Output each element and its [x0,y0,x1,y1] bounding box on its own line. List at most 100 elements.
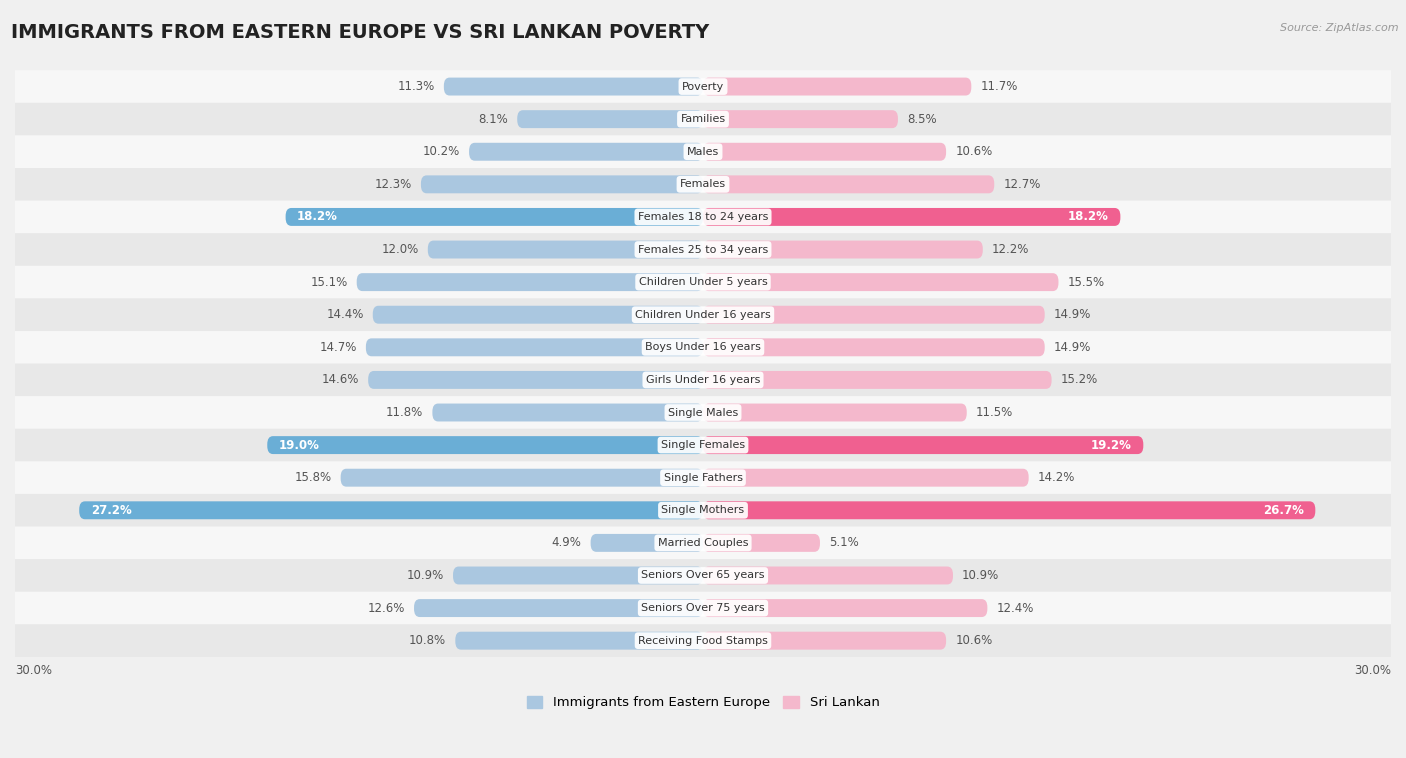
FancyBboxPatch shape [453,566,703,584]
FancyBboxPatch shape [368,371,703,389]
Text: 15.2%: 15.2% [1060,374,1098,387]
FancyBboxPatch shape [703,240,983,258]
FancyBboxPatch shape [703,175,994,193]
Text: Source: ZipAtlas.com: Source: ZipAtlas.com [1281,23,1399,33]
Text: IMMIGRANTS FROM EASTERN EUROPE VS SRI LANKAN POVERTY: IMMIGRANTS FROM EASTERN EUROPE VS SRI LA… [11,23,710,42]
FancyBboxPatch shape [15,233,1391,266]
FancyBboxPatch shape [79,501,703,519]
FancyBboxPatch shape [15,559,1391,592]
Text: 15.1%: 15.1% [311,276,347,289]
Text: 30.0%: 30.0% [15,664,52,677]
Text: 12.6%: 12.6% [367,602,405,615]
FancyBboxPatch shape [15,592,1391,625]
Text: 15.5%: 15.5% [1067,276,1105,289]
Text: 11.3%: 11.3% [398,80,434,93]
Text: Seniors Over 65 years: Seniors Over 65 years [641,571,765,581]
Text: 26.7%: 26.7% [1263,504,1303,517]
Text: Children Under 5 years: Children Under 5 years [638,277,768,287]
FancyBboxPatch shape [420,175,703,193]
Text: Females 18 to 24 years: Females 18 to 24 years [638,212,768,222]
FancyBboxPatch shape [15,396,1391,429]
FancyBboxPatch shape [15,266,1391,299]
Text: Receiving Food Stamps: Receiving Food Stamps [638,636,768,646]
FancyBboxPatch shape [703,338,1045,356]
FancyBboxPatch shape [703,468,1029,487]
FancyBboxPatch shape [703,143,946,161]
Text: 19.2%: 19.2% [1091,439,1132,452]
Text: Married Couples: Married Couples [658,538,748,548]
Text: 5.1%: 5.1% [830,537,859,550]
Text: 27.2%: 27.2% [90,504,131,517]
Text: 18.2%: 18.2% [1069,211,1109,224]
Text: Boys Under 16 years: Boys Under 16 years [645,343,761,352]
FancyBboxPatch shape [703,403,967,421]
Text: Girls Under 16 years: Girls Under 16 years [645,375,761,385]
Text: 14.7%: 14.7% [319,341,357,354]
Text: Females 25 to 34 years: Females 25 to 34 years [638,245,768,255]
Text: 11.7%: 11.7% [980,80,1018,93]
Text: 12.3%: 12.3% [374,178,412,191]
FancyBboxPatch shape [703,110,898,128]
FancyBboxPatch shape [703,273,1059,291]
FancyBboxPatch shape [15,201,1391,233]
Text: 30.0%: 30.0% [1354,664,1391,677]
FancyBboxPatch shape [703,534,820,552]
FancyBboxPatch shape [703,208,1121,226]
Text: Families: Families [681,114,725,124]
Text: 10.9%: 10.9% [406,569,444,582]
Text: Seniors Over 75 years: Seniors Over 75 years [641,603,765,613]
Text: 8.5%: 8.5% [907,113,936,126]
Text: 4.9%: 4.9% [551,537,582,550]
FancyBboxPatch shape [15,70,1391,103]
FancyBboxPatch shape [15,462,1391,494]
FancyBboxPatch shape [427,240,703,258]
Text: 14.6%: 14.6% [322,374,359,387]
FancyBboxPatch shape [15,299,1391,331]
Text: Single Males: Single Males [668,408,738,418]
FancyBboxPatch shape [703,371,1052,389]
Text: 12.4%: 12.4% [997,602,1033,615]
Text: 11.5%: 11.5% [976,406,1014,419]
Text: 11.8%: 11.8% [387,406,423,419]
Text: 10.6%: 10.6% [955,634,993,647]
FancyBboxPatch shape [703,77,972,96]
FancyBboxPatch shape [517,110,703,128]
FancyBboxPatch shape [15,168,1391,201]
FancyBboxPatch shape [15,625,1391,657]
FancyBboxPatch shape [703,599,987,617]
Text: 8.1%: 8.1% [478,113,508,126]
Text: Single Mothers: Single Mothers [661,506,745,515]
FancyBboxPatch shape [267,436,703,454]
Text: 14.9%: 14.9% [1054,309,1091,321]
FancyBboxPatch shape [433,403,703,421]
FancyBboxPatch shape [15,364,1391,396]
Text: Poverty: Poverty [682,82,724,92]
FancyBboxPatch shape [285,208,703,226]
Text: 10.2%: 10.2% [423,146,460,158]
Text: 18.2%: 18.2% [297,211,337,224]
FancyBboxPatch shape [703,436,1143,454]
FancyBboxPatch shape [373,305,703,324]
FancyBboxPatch shape [15,527,1391,559]
FancyBboxPatch shape [444,77,703,96]
FancyBboxPatch shape [15,494,1391,527]
Text: 10.6%: 10.6% [955,146,993,158]
FancyBboxPatch shape [15,429,1391,462]
Text: 10.9%: 10.9% [962,569,1000,582]
Text: 12.0%: 12.0% [381,243,419,256]
Text: 14.4%: 14.4% [326,309,364,321]
Text: 19.0%: 19.0% [278,439,319,452]
FancyBboxPatch shape [366,338,703,356]
FancyBboxPatch shape [15,136,1391,168]
FancyBboxPatch shape [15,103,1391,136]
Text: 10.8%: 10.8% [409,634,446,647]
FancyBboxPatch shape [703,631,946,650]
FancyBboxPatch shape [413,599,703,617]
FancyBboxPatch shape [456,631,703,650]
Text: Children Under 16 years: Children Under 16 years [636,310,770,320]
FancyBboxPatch shape [357,273,703,291]
FancyBboxPatch shape [703,566,953,584]
Text: Males: Males [688,147,718,157]
FancyBboxPatch shape [703,501,1316,519]
Text: Single Fathers: Single Fathers [664,473,742,483]
